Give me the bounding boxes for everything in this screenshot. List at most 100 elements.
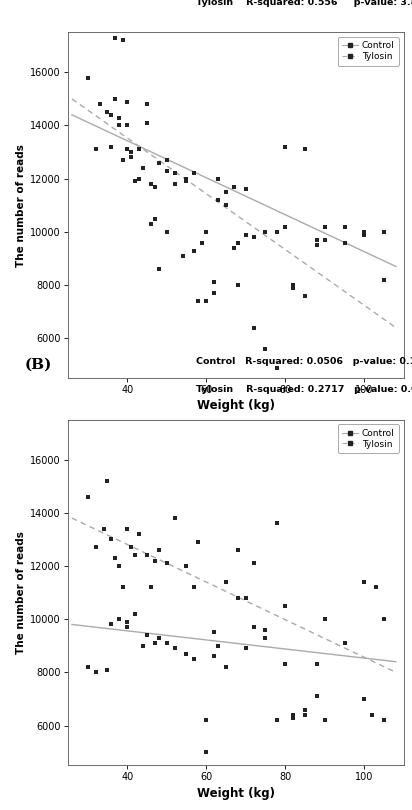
Point bbox=[215, 173, 221, 185]
Y-axis label: The number of reads: The number of reads bbox=[16, 144, 26, 266]
Point bbox=[199, 236, 206, 249]
Point bbox=[242, 183, 249, 196]
Point bbox=[183, 175, 190, 188]
Point bbox=[321, 220, 328, 233]
Point bbox=[203, 295, 210, 308]
Point bbox=[120, 154, 126, 167]
Point bbox=[381, 714, 387, 727]
Point bbox=[164, 154, 170, 167]
Point bbox=[104, 663, 111, 676]
Point bbox=[136, 527, 143, 540]
Point bbox=[108, 109, 115, 122]
Point bbox=[132, 175, 138, 188]
Point bbox=[171, 167, 178, 180]
Point bbox=[156, 262, 162, 275]
Point bbox=[140, 161, 146, 174]
X-axis label: Weight (kg): Weight (kg) bbox=[197, 787, 275, 799]
Point bbox=[341, 236, 348, 249]
Point bbox=[191, 581, 198, 594]
Point bbox=[223, 198, 229, 211]
Point bbox=[124, 143, 131, 156]
Point bbox=[302, 143, 308, 156]
Point bbox=[152, 212, 158, 225]
Point bbox=[250, 556, 257, 569]
Point bbox=[262, 225, 269, 238]
Point bbox=[112, 92, 119, 105]
Point bbox=[144, 549, 150, 562]
Point bbox=[302, 709, 308, 722]
Point bbox=[92, 541, 99, 554]
Point bbox=[231, 241, 237, 254]
Point bbox=[242, 642, 249, 655]
Point bbox=[314, 239, 320, 252]
Point bbox=[191, 653, 198, 666]
Point bbox=[361, 228, 368, 241]
Text: Tylosin    R-squared: 0.556     p-value: 3.861E-07: Tylosin R-squared: 0.556 p-value: 3.861E… bbox=[196, 0, 412, 6]
Point bbox=[104, 475, 111, 488]
Point bbox=[250, 620, 257, 633]
Point bbox=[203, 746, 210, 759]
Point bbox=[302, 289, 308, 302]
Point bbox=[100, 522, 107, 535]
Point bbox=[314, 658, 320, 671]
Point bbox=[223, 661, 229, 674]
Point bbox=[164, 164, 170, 177]
Point bbox=[290, 711, 297, 724]
Point bbox=[369, 709, 375, 722]
Point bbox=[282, 220, 288, 233]
Point bbox=[274, 361, 281, 374]
Point bbox=[136, 143, 143, 156]
Point bbox=[290, 279, 297, 292]
Point bbox=[223, 575, 229, 588]
Point bbox=[361, 575, 368, 588]
Point bbox=[203, 225, 210, 238]
Point bbox=[156, 156, 162, 169]
Point bbox=[164, 556, 170, 569]
Point bbox=[314, 690, 320, 703]
Point bbox=[215, 194, 221, 207]
Point bbox=[128, 146, 134, 159]
Point bbox=[104, 106, 111, 119]
Point bbox=[215, 639, 221, 652]
Point bbox=[242, 228, 249, 241]
Point bbox=[124, 522, 131, 535]
Point bbox=[120, 34, 126, 47]
Point bbox=[116, 111, 123, 124]
Point bbox=[341, 637, 348, 650]
Point bbox=[274, 714, 281, 727]
Point bbox=[84, 490, 91, 503]
Point bbox=[156, 631, 162, 644]
Point bbox=[321, 233, 328, 246]
Point bbox=[179, 249, 186, 262]
Point bbox=[373, 581, 379, 594]
Point bbox=[144, 117, 150, 130]
Point bbox=[132, 549, 138, 562]
Point bbox=[195, 295, 201, 308]
Point bbox=[116, 560, 123, 573]
Point bbox=[171, 512, 178, 525]
Point bbox=[120, 581, 126, 594]
Point bbox=[128, 541, 134, 554]
Point bbox=[84, 661, 91, 674]
Point bbox=[250, 321, 257, 334]
Point bbox=[203, 714, 210, 727]
Point bbox=[108, 533, 115, 546]
Point bbox=[341, 220, 348, 233]
Text: (B): (B) bbox=[24, 357, 52, 372]
Point bbox=[282, 658, 288, 671]
Point bbox=[147, 217, 154, 230]
Point bbox=[302, 703, 308, 716]
Point bbox=[96, 98, 103, 111]
Point bbox=[381, 225, 387, 238]
Point bbox=[195, 535, 201, 548]
Point bbox=[108, 140, 115, 153]
Point bbox=[156, 544, 162, 556]
X-axis label: Weight (kg): Weight (kg) bbox=[197, 399, 275, 412]
Point bbox=[116, 119, 123, 132]
Point bbox=[361, 693, 368, 706]
Point bbox=[250, 231, 257, 244]
Point bbox=[191, 167, 198, 180]
Point bbox=[144, 98, 150, 111]
Point bbox=[124, 119, 131, 132]
Point bbox=[128, 151, 134, 164]
